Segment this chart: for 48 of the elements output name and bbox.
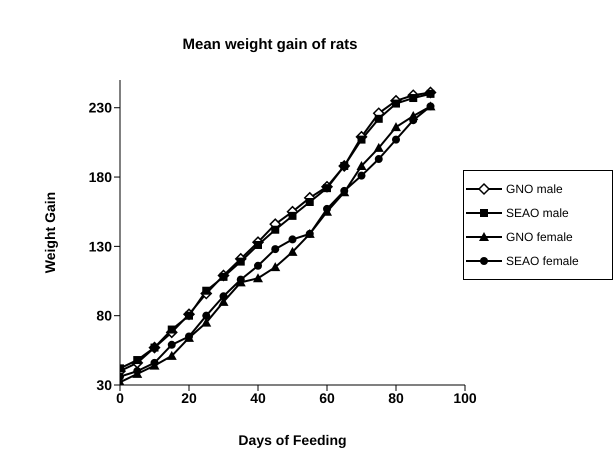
- y-tick-label: 230: [88, 100, 112, 116]
- y-tick-label: 80: [96, 308, 112, 324]
- point: [150, 358, 158, 367]
- x-axis-title: Days of Feeding: [238, 432, 347, 448]
- point: [356, 160, 366, 170]
- point: [374, 114, 383, 123]
- point: [236, 258, 245, 266]
- point: [202, 286, 210, 295]
- point: [166, 350, 177, 360]
- point: [254, 240, 262, 249]
- point: [288, 235, 296, 244]
- legend-label: SEAO male: [506, 206, 569, 220]
- point: [391, 122, 401, 132]
- x-tick-label: 60: [319, 390, 335, 406]
- y-tick-label: 180: [88, 169, 112, 186]
- x-tick-label: 20: [181, 390, 197, 406]
- legend-label: GNO female: [506, 230, 573, 244]
- point: [288, 212, 296, 220]
- y-tick-label: 130: [88, 238, 112, 254]
- x-tick-label: 0: [116, 390, 124, 406]
- point: [358, 136, 366, 144]
- x-tick-label: 80: [388, 390, 404, 406]
- y-axis-title: Weight Gain: [42, 192, 58, 274]
- point: [306, 198, 314, 206]
- point: [374, 142, 384, 152]
- legend-label: GNO male: [506, 182, 563, 196]
- x-tick-label: 100: [453, 390, 477, 406]
- legend-label: SEAO female: [506, 254, 579, 268]
- point: [202, 312, 210, 320]
- point: [253, 273, 263, 282]
- point: [374, 155, 383, 164]
- point: [168, 326, 176, 334]
- point: [288, 246, 298, 256]
- point: [392, 100, 400, 108]
- point: [270, 262, 280, 272]
- point: [254, 262, 262, 270]
- point: [323, 204, 331, 213]
- point: [409, 94, 418, 102]
- y-tick-label: 30: [96, 376, 112, 393]
- point: [133, 356, 142, 364]
- point: [358, 172, 366, 180]
- point: [168, 340, 176, 349]
- x-tick-label: 40: [250, 390, 266, 406]
- point: [392, 136, 400, 144]
- chart-title: Mean weight gain of rats: [181, 36, 359, 53]
- point: [220, 292, 228, 300]
- point: [271, 245, 280, 254]
- point: [271, 226, 280, 234]
